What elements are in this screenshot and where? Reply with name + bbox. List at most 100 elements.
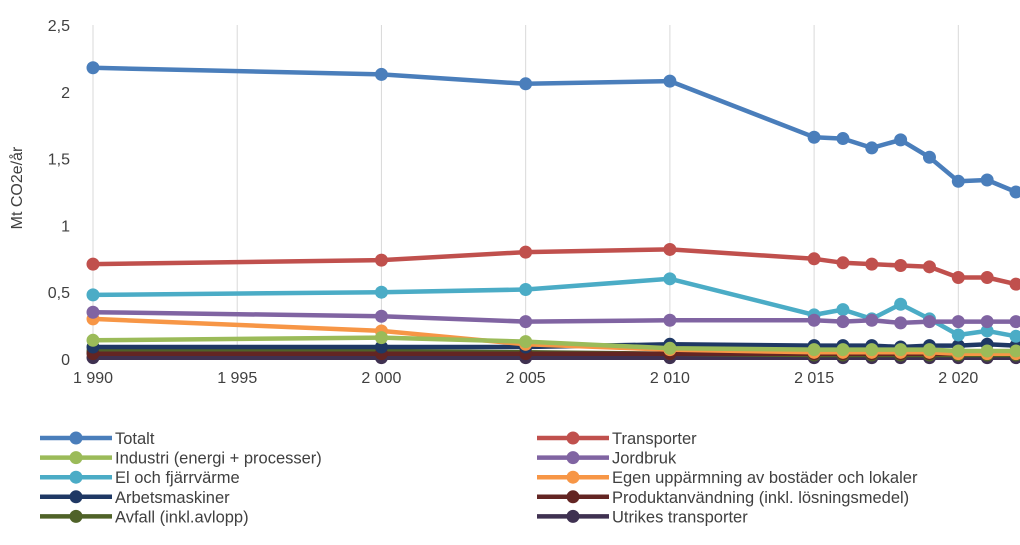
data-point xyxy=(923,343,936,356)
x-tick-label: 2 015 xyxy=(794,370,834,387)
x-tick-label: 2 010 xyxy=(650,370,690,387)
data-point xyxy=(663,342,676,355)
legend-item: Totalt xyxy=(40,430,155,448)
data-point xyxy=(808,343,821,356)
legend-label: Jordbruk xyxy=(612,450,677,468)
data-point xyxy=(923,260,936,273)
data-point xyxy=(808,252,821,265)
legend: Totalt Transporter Industri (energi + proc… xyxy=(40,430,918,526)
data-point xyxy=(894,259,907,272)
data-point xyxy=(923,151,936,164)
legend-item: Jordbruk xyxy=(537,450,677,468)
data-point xyxy=(981,271,994,284)
data-point xyxy=(519,315,532,328)
data-point xyxy=(865,314,878,327)
y-axis-label: Mt CO2e/år xyxy=(8,146,26,229)
y-tick-label: 1 xyxy=(61,218,70,235)
legend-swatch-marker xyxy=(70,510,83,523)
data-point xyxy=(1010,315,1020,328)
legend-swatch-marker xyxy=(70,471,83,484)
legend-label: Industri (energi + processer) xyxy=(115,450,322,468)
data-point xyxy=(808,131,821,144)
legend-item: Industri (energi + processer) xyxy=(40,450,322,468)
legend-label: El och fjärrvärme xyxy=(115,469,240,487)
legend-label: Transporter xyxy=(612,430,697,448)
data-point xyxy=(952,315,965,328)
data-point xyxy=(894,133,907,146)
data-point xyxy=(923,315,936,328)
data-point xyxy=(808,314,821,327)
data-point xyxy=(952,344,965,357)
legend-swatch-marker xyxy=(567,471,580,484)
legend-swatch-marker xyxy=(567,510,580,523)
data-point xyxy=(87,258,100,271)
legend-swatch-marker xyxy=(567,451,580,464)
data-point xyxy=(87,306,100,319)
data-point xyxy=(663,75,676,88)
series-4 xyxy=(87,272,1020,342)
data-point xyxy=(375,331,388,344)
data-point xyxy=(519,283,532,296)
data-point xyxy=(894,343,907,356)
data-point xyxy=(375,254,388,267)
data-point xyxy=(1010,330,1020,343)
data-point xyxy=(1010,278,1020,291)
data-point xyxy=(375,286,388,299)
y-tick-label: 0,5 xyxy=(48,285,70,302)
data-point xyxy=(865,258,878,271)
series-line xyxy=(93,68,1016,192)
data-point xyxy=(952,271,965,284)
data-point xyxy=(981,344,994,357)
series-line xyxy=(93,279,1016,337)
data-point xyxy=(865,343,878,356)
data-point xyxy=(87,288,100,301)
data-point xyxy=(981,315,994,328)
data-point xyxy=(1010,186,1020,199)
data-point xyxy=(952,175,965,188)
data-point xyxy=(375,68,388,81)
legend-item: Avfall (inkl.avlopp) xyxy=(40,508,249,526)
legend-item: Transporter xyxy=(537,430,697,448)
legend-label: Egen uppärmning av bostäder och lokaler xyxy=(612,469,918,487)
y-tick-label: 0 xyxy=(61,352,70,369)
data-point xyxy=(894,316,907,329)
legend-item: Arbetsmaskiner xyxy=(40,489,230,507)
legend-swatch-marker xyxy=(70,451,83,464)
data-point xyxy=(663,314,676,327)
data-point xyxy=(87,334,100,347)
legend-swatch-marker xyxy=(567,490,580,503)
x-tick-label: 2 005 xyxy=(506,370,546,387)
data-point xyxy=(375,310,388,323)
x-tick-label: 1 990 xyxy=(73,370,113,387)
x-tick-label: 2 000 xyxy=(361,370,401,387)
data-point xyxy=(836,343,849,356)
data-point xyxy=(865,141,878,154)
data-point xyxy=(836,315,849,328)
y-tick-label: 2 xyxy=(61,85,70,102)
legend-swatch-marker xyxy=(567,432,580,445)
legend-label: Avfall (inkl.avlopp) xyxy=(115,508,249,526)
data-point xyxy=(519,335,532,348)
y-tick-label: 2,5 xyxy=(48,18,70,35)
legend-item: Egen uppärmning av bostäder och lokaler xyxy=(537,469,918,487)
legend-item: Produktanvändning (inkl. lösningsmedel) xyxy=(537,489,909,507)
data-point xyxy=(836,132,849,145)
legend-label: Arbetsmaskiner xyxy=(115,489,230,507)
series-1 xyxy=(87,243,1020,291)
x-tick-label: 2 020 xyxy=(938,370,978,387)
data-point xyxy=(87,61,100,74)
series-0 xyxy=(87,61,1020,198)
data-point xyxy=(894,298,907,311)
gridlines xyxy=(93,25,958,359)
data-point xyxy=(663,243,676,256)
data-point xyxy=(836,256,849,269)
legend-item: El och fjärrvärme xyxy=(40,469,240,487)
legend-label: Produktanvändning (inkl. lösningsmedel) xyxy=(612,489,909,507)
legend-item: Utrikes transporter xyxy=(537,508,748,526)
data-point xyxy=(981,173,994,186)
data-point xyxy=(952,328,965,341)
data-point xyxy=(519,77,532,90)
